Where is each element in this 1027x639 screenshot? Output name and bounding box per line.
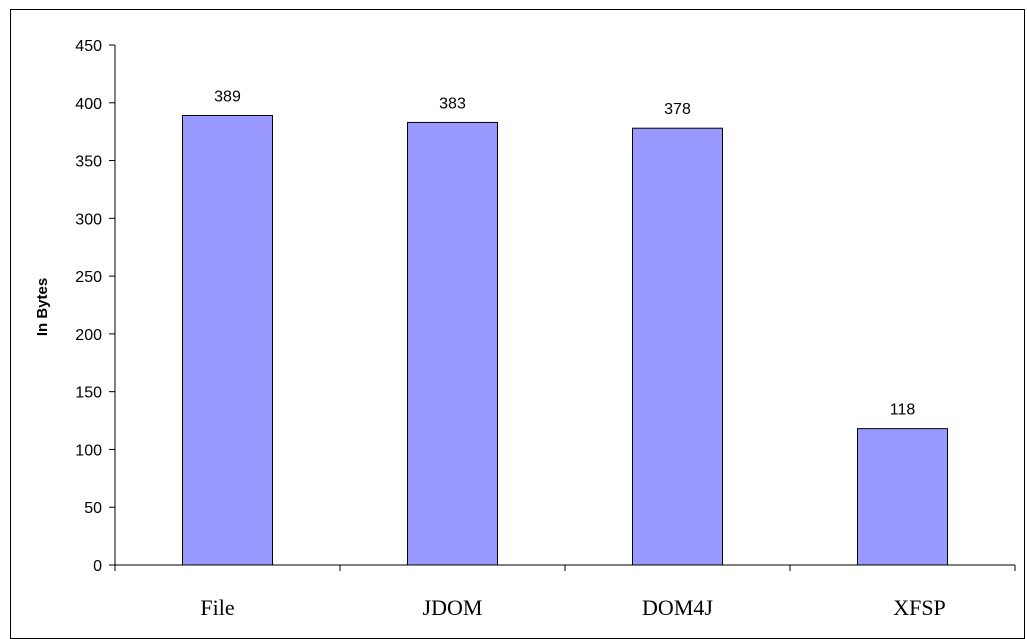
data-label: 383: [439, 95, 466, 112]
y-tick-label: 450: [75, 38, 102, 55]
y-tick-label: 300: [75, 211, 102, 228]
data-label: 378: [664, 101, 691, 118]
y-axis-title: In Bytes: [34, 278, 51, 336]
chart-frame: [10, 9, 1025, 639]
y-tick-label: 150: [75, 385, 102, 402]
y-tick-label: 250: [75, 269, 102, 286]
y-tick-label: 350: [75, 154, 102, 171]
bar-chart: 0 50 100 150 200 250 300 350 400 450 File JDOM DOM4…: [34, 38, 1016, 620]
y-tick-label: 0: [93, 558, 102, 575]
y-tick-label: 100: [75, 442, 102, 459]
x-category-label: DOM4J: [642, 595, 713, 620]
bar-dom4j: [632, 127, 723, 566]
x-category-label: JDOM: [423, 595, 483, 620]
x-axis: File JDOM DOM4J XFSP: [114, 564, 1016, 620]
bar-jdom: [407, 121, 498, 566]
x-category-label: File: [200, 595, 234, 620]
y-axis: 0 50 100 150 200 250 300 350 400 450: [75, 38, 116, 575]
data-label: 389: [214, 88, 241, 105]
data-labels: 389 383 378 118: [214, 88, 915, 418]
bar-file: [182, 114, 273, 566]
x-category-label: XFSP: [893, 595, 946, 620]
y-tick-label: 50: [84, 500, 102, 517]
bar-xfsp: [857, 428, 948, 566]
y-tick-label: 400: [75, 96, 102, 113]
y-tick-label: 200: [75, 327, 102, 344]
bars: [182, 114, 948, 566]
data-label: 118: [890, 402, 916, 419]
